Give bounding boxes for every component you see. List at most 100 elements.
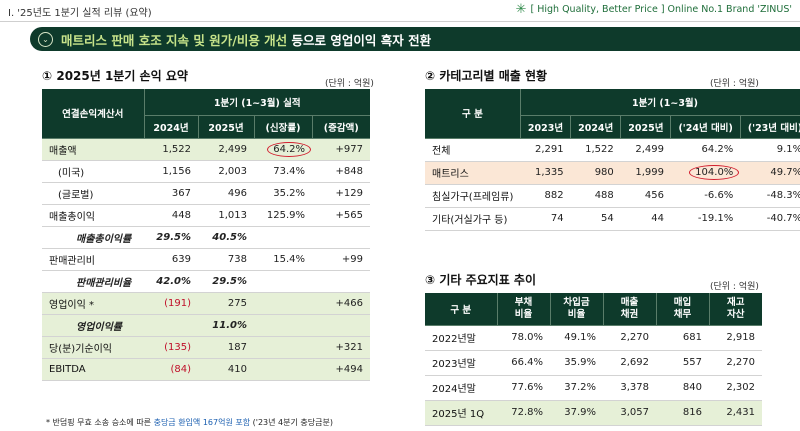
cell bbox=[312, 226, 370, 249]
row-label: 침실가구(프레임류) bbox=[425, 184, 521, 208]
cell bbox=[144, 314, 198, 337]
cell: 66.4% bbox=[497, 350, 550, 376]
cell bbox=[254, 314, 312, 337]
cell: 557 bbox=[656, 350, 709, 376]
table-row: (글로벌) 367 496 35.2% +129 bbox=[42, 182, 370, 205]
cell: 2,692 bbox=[603, 350, 656, 376]
cell: 49.7% bbox=[740, 161, 800, 185]
cell: 37.2% bbox=[550, 375, 603, 401]
leaf-logo-icon: ✳ bbox=[515, 1, 527, 17]
cell: 1,522 bbox=[144, 138, 198, 161]
cell: 15.4% bbox=[254, 248, 312, 271]
table1-corner: 연결손익계산서 bbox=[42, 89, 145, 139]
table-row: 영업이익 * (191) 275 +466 bbox=[42, 292, 370, 315]
cell: 410 bbox=[198, 358, 254, 381]
table1-col-header: 2024년 bbox=[144, 115, 199, 139]
table-row: 당(분)기순이익 (135) 187 +321 bbox=[42, 336, 370, 359]
cell: 3,057 bbox=[603, 400, 656, 426]
cell: -48.3% bbox=[740, 184, 800, 208]
cell: 3,378 bbox=[603, 375, 656, 401]
cell: 681 bbox=[656, 325, 709, 351]
cell: +565 bbox=[312, 204, 370, 227]
brand-text: [ High Quality, Better Price ] Online No… bbox=[530, 4, 792, 15]
table1-unit: (단위 : 억원) bbox=[325, 79, 374, 89]
row-label: EBITDA bbox=[42, 358, 144, 381]
cell: 42.0% bbox=[144, 270, 198, 293]
table2-col-header: 2025년 bbox=[620, 115, 672, 139]
cell: -19.1% bbox=[670, 207, 741, 231]
cell: +848 bbox=[312, 160, 370, 183]
table-row: 2025년 1Q 72.8% 37.9% 3,057 816 2,431 bbox=[425, 400, 762, 426]
row-label: 영업이익률 bbox=[42, 314, 144, 337]
headline-rest: 등으로 영업이익 흑자 전환 bbox=[287, 32, 432, 48]
cell: 74 bbox=[520, 207, 571, 231]
top-bar: Ⅰ. '25년도 1분기 실적 리뷰 (요약) ✳ [ High Quality… bbox=[0, 0, 800, 22]
row-label: 기타(거실가구 등) bbox=[425, 207, 521, 231]
row-label: 판매관리비율 bbox=[42, 270, 144, 293]
cell: -40.7% bbox=[740, 207, 800, 231]
table-row: 매출총이익 448 1,013 125.9% +565 bbox=[42, 204, 370, 227]
cell: 35.9% bbox=[550, 350, 603, 376]
cell: 2,302 bbox=[709, 375, 762, 401]
table-row: 판매관리비율 42.0% 29.5% bbox=[42, 270, 370, 293]
table-row: 2024년말 77.6% 37.2% 3,378 840 2,302 bbox=[425, 375, 762, 401]
cell: 738 bbox=[198, 248, 254, 271]
cell-highlighted: 64.2% bbox=[254, 138, 312, 161]
row-label: 2023년말 bbox=[425, 350, 497, 376]
row-label: 전체 bbox=[425, 138, 521, 162]
cell: 2,918 bbox=[709, 325, 762, 351]
table-row: 침실가구(프레임류) 882 488 456 -6.6% -48.3% bbox=[425, 184, 800, 208]
cell: 78.0% bbox=[497, 325, 550, 351]
cell bbox=[312, 314, 370, 337]
cell: 639 bbox=[144, 248, 198, 271]
table-row: (미국) 1,156 2,003 73.4% +848 bbox=[42, 160, 370, 183]
table2-group-header: 1분기 (1~3월) bbox=[520, 89, 800, 116]
cell: 40.5% bbox=[198, 226, 254, 249]
circled-value: 104.0% bbox=[689, 165, 740, 180]
table-row: 2022년말 78.0% 49.1% 2,270 681 2,918 bbox=[425, 325, 762, 351]
table-row: 영업이익률 11.0% bbox=[42, 314, 370, 337]
cell: 367 bbox=[144, 182, 198, 205]
table1-col-header: 2025년 bbox=[198, 115, 255, 139]
cell: 1,156 bbox=[144, 160, 198, 183]
cell: 125.9% bbox=[254, 204, 312, 227]
cell: 73.4% bbox=[254, 160, 312, 183]
table-row: 기타(거실가구 등) 74 54 44 -19.1% -40.7% bbox=[425, 207, 800, 231]
table1-col-header: (신장률) bbox=[254, 115, 313, 139]
headline-text: 매트리스 판매 호조 지속 및 원가/비용 개선 등으로 영업이익 흑자 전환 bbox=[61, 30, 431, 49]
row-label: (글로벌) bbox=[42, 182, 144, 205]
table-row: 2023년말 66.4% 35.9% 2,692 557 2,270 bbox=[425, 350, 762, 376]
table1-group-header: 1분기 (1~3월) 실적 bbox=[144, 89, 370, 116]
table2-title: ② 카테고리별 매출 현황 bbox=[425, 69, 548, 83]
row-label: 2024년말 bbox=[425, 375, 497, 401]
cell: 11.0% bbox=[198, 314, 254, 337]
cell: 275 bbox=[198, 292, 254, 315]
footnote-pre: * 반덤핑 무효 소송 승소에 따른 bbox=[46, 418, 154, 427]
cell bbox=[254, 358, 312, 381]
cell: 35.2% bbox=[254, 182, 312, 205]
cell: 1,999 bbox=[620, 161, 671, 185]
table-row: 전체 2,291 1,522 2,499 64.2% 9.1% bbox=[425, 138, 800, 162]
row-label: 2025년 1Q bbox=[425, 400, 497, 426]
row-label: 영업이익 * bbox=[42, 292, 144, 315]
cell: 2,499 bbox=[620, 138, 671, 162]
table3-col-header: 매입 채무 bbox=[656, 293, 710, 326]
cell: (191) bbox=[144, 292, 198, 315]
cell: 2,270 bbox=[709, 350, 762, 376]
category-sales-table: 구 분 1분기 (1~3월) 2023년 2024년 2025년 ('24년 대… bbox=[425, 89, 800, 231]
row-label: (미국) bbox=[42, 160, 144, 183]
table3-title: ③ 기타 주요지표 추이 bbox=[425, 273, 537, 287]
cell: 2,431 bbox=[709, 400, 762, 426]
cell: +129 bbox=[312, 182, 370, 205]
table1-col-header: (증감액) bbox=[312, 115, 370, 139]
table2-col-header: ('23년 대비) bbox=[740, 115, 800, 139]
table3-corner: 구 분 bbox=[425, 293, 498, 326]
cell: 2,291 bbox=[520, 138, 571, 162]
chevron-down-icon: ⌄ bbox=[38, 31, 53, 47]
cell bbox=[254, 336, 312, 359]
cell: 488 bbox=[570, 184, 621, 208]
table3-col-header: 매출 채권 bbox=[603, 293, 657, 326]
cell: 187 bbox=[198, 336, 254, 359]
cell: 980 bbox=[570, 161, 621, 185]
table2-unit: (단위 : 억원) bbox=[710, 79, 759, 89]
